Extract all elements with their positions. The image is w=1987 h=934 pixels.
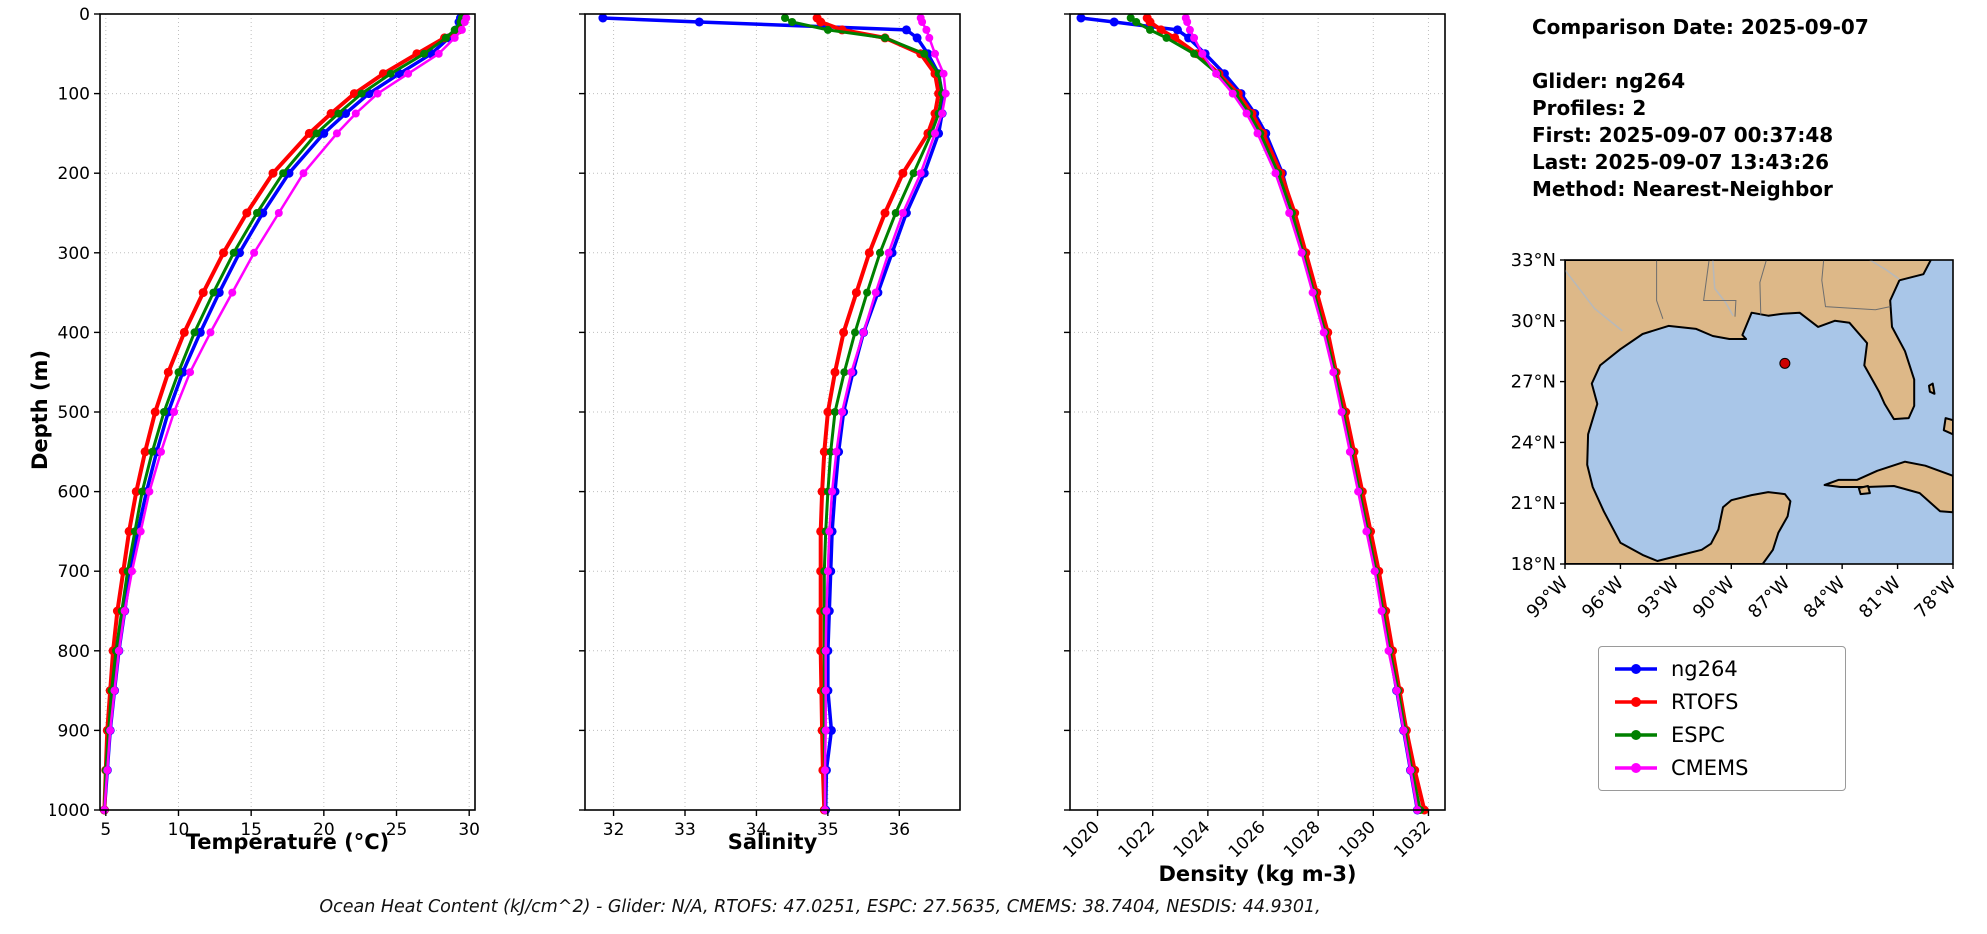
density-axis-label: Density (kg m-3) (1158, 862, 1357, 886)
svg-text:35: 35 (817, 820, 839, 840)
comparison-info-panel: Comparison Date: 2025-09-07 Glider: ng26… (1532, 14, 1869, 203)
ng264-line-swatch-icon (1615, 664, 1657, 674)
svg-text:700: 700 (58, 562, 90, 582)
svg-text:33°N: 33°N (1511, 250, 1556, 271)
svg-text:90°W: 90°W (1689, 573, 1739, 623)
last-profile-time: Last: 2025-09-07 13:43:26 (1532, 150, 1830, 174)
glider-position-marker (1779, 357, 1791, 369)
legend-label: ng264 (1671, 657, 1738, 681)
svg-text:800: 800 (58, 642, 90, 662)
svg-text:1022: 1022 (1115, 817, 1160, 862)
svg-text:900: 900 (58, 721, 90, 741)
svg-text:1020: 1020 (1059, 817, 1104, 862)
svg-text:0: 0 (79, 5, 90, 25)
svg-text:93°W: 93°W (1633, 573, 1683, 623)
svg-text:36: 36 (888, 820, 910, 840)
svg-text:78°W: 78°W (1911, 573, 1961, 623)
gulf-of-mexico-map: 33°N 30°N 27°N 24°N 21°N 18°N99°W 96°W 93°W 90°W… (1511, 250, 1961, 623)
svg-text:84°W: 84°W (1800, 573, 1850, 623)
legend-label: RTOFS (1671, 690, 1739, 714)
svg-text:15: 15 (240, 820, 262, 840)
svg-text:1024: 1024 (1170, 817, 1215, 862)
svg-text:18°N: 18°N (1511, 554, 1556, 575)
svg-text:200: 200 (58, 164, 90, 184)
svg-text:1000: 1000 (50, 801, 90, 821)
svg-text:100: 100 (58, 85, 90, 105)
svg-text:81°W: 81°W (1855, 573, 1905, 623)
comparison-date: Comparison Date: 2025-09-07 (1532, 15, 1869, 39)
info-spacer (1532, 41, 1869, 68)
svg-text:600: 600 (58, 483, 90, 503)
svg-text:87°W: 87°W (1744, 573, 1794, 623)
density-profile-chart: 1020 1022 1024 1026 1028 1030 1032 (1059, 13, 1446, 862)
svg-text:20: 20 (313, 820, 335, 840)
svg-text:33: 33 (674, 820, 696, 840)
cmems-line-swatch-icon (1615, 763, 1657, 773)
first-profile-time: First: 2025-09-07 00:37:48 (1532, 123, 1834, 147)
legend-item-rtofs: RTOFS (1613, 690, 1831, 714)
legend-label: CMEMS (1671, 756, 1749, 780)
espc-line-swatch-icon (1615, 730, 1657, 740)
legend-label: ESPC (1671, 723, 1725, 747)
svg-text:1030: 1030 (1335, 817, 1380, 862)
legend-item-ng264: ng264 (1613, 657, 1831, 681)
rtofs-line-swatch-icon (1615, 697, 1657, 707)
svg-text:1032: 1032 (1390, 817, 1435, 862)
svg-text:99°W: 99°W (1523, 573, 1573, 623)
svg-text:25: 25 (386, 820, 408, 840)
svg-text:34: 34 (746, 820, 768, 840)
salinity-axis-label: Salinity (727, 830, 818, 854)
profiles-count: Profiles: 2 (1532, 96, 1647, 120)
svg-text:30°N: 30°N (1511, 311, 1556, 332)
salinity-profile-chart: 32 33 34 35 36 (579, 13, 961, 840)
legend-item-espc: ESPC (1613, 723, 1831, 747)
svg-text:27°N: 27°N (1511, 372, 1556, 393)
legend-item-cmems: CMEMS (1613, 756, 1831, 780)
glider-name: Glider: ng264 (1532, 69, 1686, 93)
svg-text:10: 10 (168, 820, 190, 840)
method: Method: Nearest-Neighbor (1532, 177, 1833, 201)
svg-text:32: 32 (603, 820, 625, 840)
temperature-profile-chart: 5 10 15 20 25 3001002003004005006007008009001… (50, 5, 480, 840)
svg-text:30: 30 (458, 820, 480, 840)
svg-text:1026: 1026 (1225, 817, 1270, 862)
svg-text:1028: 1028 (1280, 817, 1325, 862)
svg-text:96°W: 96°W (1578, 573, 1628, 623)
ocean-heat-content-caption: Ocean Heat Content (kJ/cm^2) - Glider: N… (319, 897, 1321, 917)
legend: ng264 RTOFS ESPC CMEMS (1598, 646, 1846, 791)
temperature-axis-label: Temperature (°C) (185, 830, 390, 854)
svg-text:500: 500 (58, 403, 90, 423)
y-axis-label: Depth (m) (28, 349, 52, 471)
svg-text:300: 300 (58, 244, 90, 264)
svg-text:21°N: 21°N (1511, 493, 1556, 514)
svg-text:24°N: 24°N (1511, 432, 1556, 453)
svg-text:400: 400 (58, 323, 90, 343)
svg-text:5: 5 (100, 820, 111, 840)
